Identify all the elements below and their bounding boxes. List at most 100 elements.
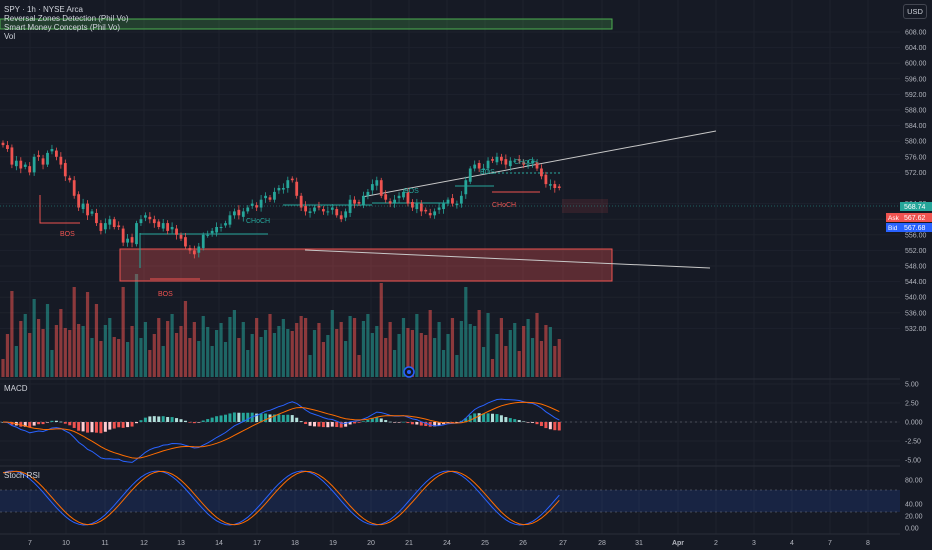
volume-bar	[23, 314, 27, 377]
volume-bar	[330, 310, 334, 377]
volume-bar	[486, 313, 490, 377]
stoch-d-line	[2, 470, 560, 526]
price-tick-label: 576.00	[905, 154, 927, 161]
volume-bar	[424, 335, 428, 377]
candle-body	[344, 211, 348, 218]
volume-bar	[255, 318, 259, 377]
macd-histogram-bar	[321, 422, 325, 428]
event-marker[interactable]	[403, 366, 415, 378]
macd-histogram-bar	[393, 422, 397, 423]
volume-bar	[450, 318, 455, 377]
macd-histogram-bar	[121, 422, 125, 428]
indicator-volume[interactable]: Vol	[4, 32, 16, 41]
candle-body	[531, 160, 534, 164]
macd-histogram-bar	[232, 412, 236, 422]
candle-body	[46, 152, 49, 165]
macd-histogram-bar	[544, 422, 548, 429]
macd-histogram-bar	[402, 421, 405, 423]
volume-bar	[192, 322, 196, 377]
time-tick-label: 27	[559, 540, 567, 547]
volume-bar	[464, 287, 468, 377]
volume-bar	[530, 338, 535, 377]
volume-bar	[344, 341, 348, 377]
time-tick-label: 2	[714, 540, 718, 547]
macd-histogram-bar	[175, 418, 179, 422]
macd-histogram-bar	[157, 416, 161, 422]
macd-tick-label: 2.50	[905, 401, 919, 408]
candle-body	[210, 230, 214, 234]
macd-histogram-bar	[313, 422, 316, 427]
volume-bar	[210, 346, 214, 377]
volume-bar	[72, 287, 76, 377]
price-axis[interactable]: 608.00 604.00 600.00 596.00 592.00 588.00 584.…	[905, 30, 927, 333]
indicator-smart-money[interactable]: Smart Money Concepts (Phil Vo)	[4, 23, 121, 32]
symbol-title[interactable]: SPY · 1h · NYSE Arca	[4, 5, 83, 14]
macd-histogram-bar	[375, 417, 379, 422]
time-axis[interactable]: 7 10 11 12 13 14 17 18 19 20 21 24 25 26 27 28 31 Apr 2 3 4 7…	[28, 540, 870, 547]
volume-bar	[219, 323, 223, 377]
volume-bar	[370, 333, 374, 377]
candle-body	[339, 215, 343, 220]
price-tick-label: 532.00	[905, 326, 927, 333]
indicator-reversal-zones[interactable]: Reversal Zones Detection (Phil Vo)	[4, 14, 129, 23]
macd-histogram-bar	[553, 422, 557, 431]
time-tick-label: 25	[481, 540, 489, 547]
candle-body	[348, 199, 352, 213]
macd-histogram-bar	[112, 422, 116, 429]
candle-body	[250, 203, 254, 206]
candle-body	[384, 194, 388, 200]
volume-bar	[68, 330, 72, 377]
macd-histogram-bar	[10, 422, 14, 425]
volume-bar	[223, 342, 228, 377]
volume-bar	[90, 338, 94, 377]
candle-body	[370, 184, 374, 191]
last-price-tag-bg	[900, 202, 932, 211]
macd-histogram-bar	[508, 418, 512, 422]
macd-histogram-bar	[446, 422, 450, 423]
macd-histogram-bar	[304, 422, 308, 425]
volume-bar	[103, 325, 107, 377]
candle-body	[246, 207, 250, 212]
macd-histogram-bar	[366, 420, 370, 422]
candle-body	[362, 195, 365, 206]
time-tick-label: 7	[828, 540, 832, 547]
price-tick-label: 552.00	[905, 248, 927, 255]
volume-bar	[401, 318, 406, 377]
macd-histogram-bar	[517, 420, 521, 422]
macd-histogram-bar	[228, 413, 232, 422]
candle-body	[517, 159, 521, 161]
candle-body	[1, 142, 5, 146]
macd-histogram-bar	[50, 420, 54, 422]
volume-bar	[419, 333, 423, 377]
volume-bar	[504, 346, 508, 377]
volume-bar	[157, 318, 161, 377]
macd-histogram-bar	[277, 414, 281, 422]
candle-body	[23, 164, 27, 167]
choch-label-2: CHoCH	[514, 159, 538, 166]
candle-body	[428, 212, 432, 216]
macd-title[interactable]: MACD	[4, 384, 28, 393]
macd-histogram-bar	[108, 422, 112, 430]
macd-histogram-bar	[241, 412, 245, 422]
volume-bar	[41, 329, 45, 377]
candle-body	[55, 150, 58, 157]
candle-body	[406, 191, 410, 204]
ask-label: Ask	[888, 215, 900, 222]
macd-histogram-bar	[339, 422, 343, 428]
volume-bar	[490, 359, 495, 377]
candle-body	[415, 203, 419, 210]
macd-histogram-bar	[272, 414, 276, 422]
macd-histogram-bar	[255, 413, 259, 422]
macd-histogram-bar	[210, 417, 214, 422]
candle-body	[99, 223, 103, 231]
currency-button[interactable]: USD	[903, 4, 927, 19]
volume-bar	[81, 326, 85, 377]
candle-body	[393, 199, 396, 204]
volume-bar	[508, 330, 512, 377]
macd-histogram-bar	[531, 422, 535, 423]
candle-body	[424, 209, 428, 212]
candle-body	[437, 207, 441, 210]
stoch-rsi-title[interactable]: Stoch RSI	[4, 471, 41, 480]
macd-histogram-bar	[455, 422, 459, 423]
